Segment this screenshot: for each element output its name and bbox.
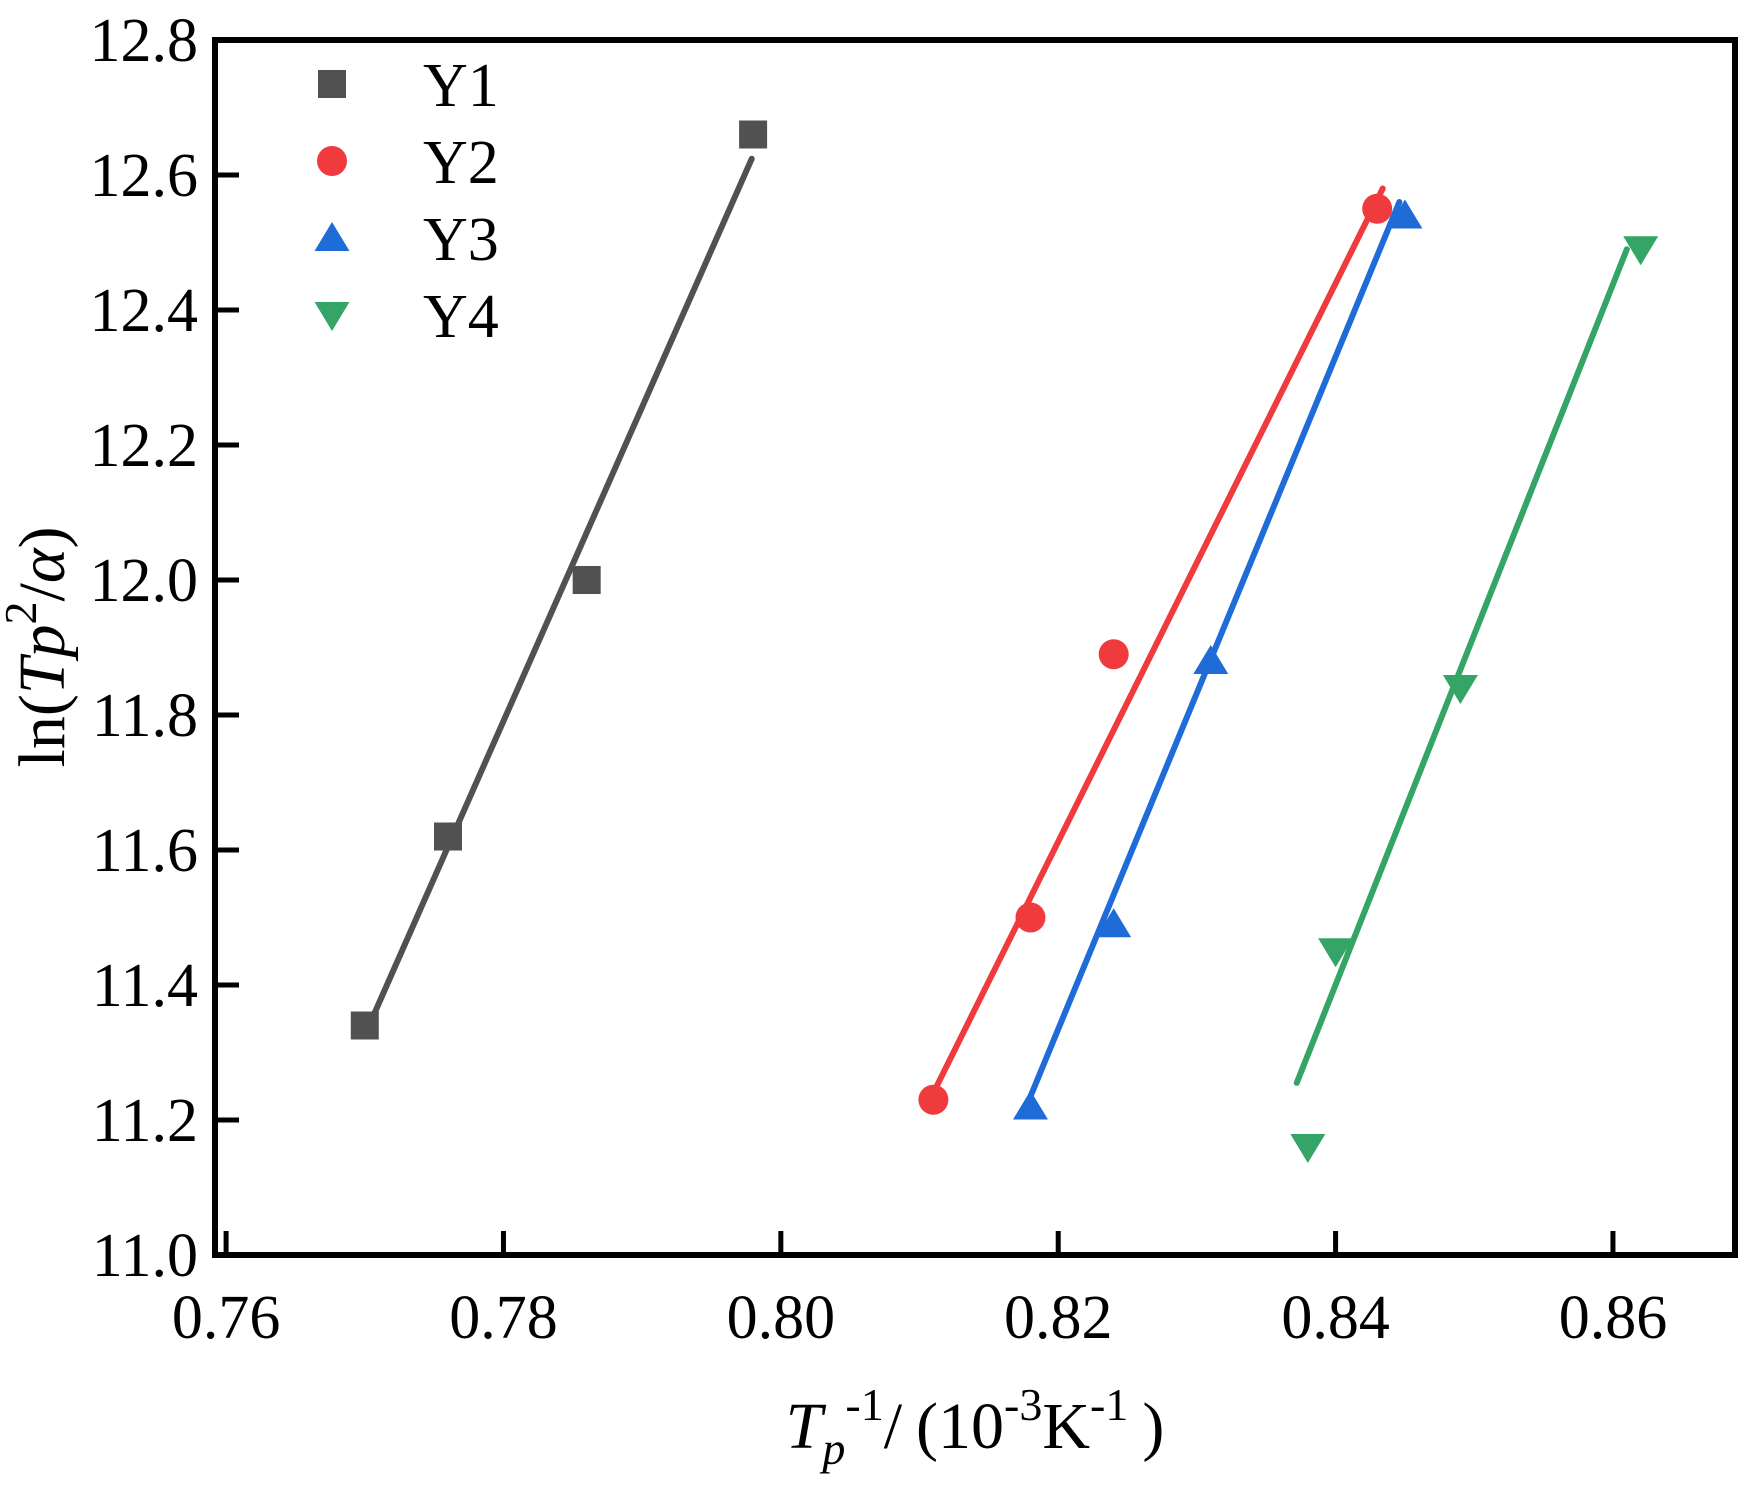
y-tick-label: 11.0 (92, 1222, 198, 1290)
legend-label-Y3: Y3 (423, 206, 499, 274)
x-tick-label: 0.78 (449, 1284, 558, 1352)
data-point-Y1-2 (433, 822, 462, 851)
legend-label-Y2: Y2 (423, 129, 499, 197)
y-tick-label: 11.8 (92, 682, 198, 750)
data-point-Y3-2 (1096, 908, 1132, 938)
y-tick-label: 12.0 (90, 547, 199, 615)
data-point-Y2-4 (1362, 193, 1393, 224)
y-tick-label: 11.4 (92, 952, 198, 1020)
data-point-Y3-4 (1387, 199, 1423, 229)
data-point-Y4-3 (1442, 675, 1478, 704)
data-point-Y1-3 (572, 566, 601, 594)
data-point-Y4-1 (1290, 1134, 1326, 1163)
y-tick-label: 12.8 (90, 7, 199, 75)
fit-line-Y1 (364, 155, 755, 1032)
x-tick-label: 0.86 (1559, 1284, 1668, 1352)
x-tick-label: 0.84 (1281, 1284, 1390, 1352)
fit-line-Y4 (1293, 246, 1630, 1086)
plot-border (212, 37, 1738, 1258)
data-point-Y4-4 (1623, 236, 1659, 266)
data-point-Y2-1 (918, 1084, 949, 1115)
legend-marker-Y2 (317, 146, 347, 176)
legend-marker-Y3 (314, 222, 350, 251)
data-point-Y1-4 (739, 120, 768, 149)
y-axis-title: ln(Tp2/α) (0, 526, 79, 767)
data-point-Y4-2 (1318, 938, 1354, 968)
x-tick-label: 0.80 (727, 1284, 836, 1352)
data-point-Y2-2 (1015, 902, 1046, 933)
y-tick-label: 12.2 (90, 412, 199, 480)
y-tick-label: 11.2 (92, 1087, 198, 1155)
data-point-Y2-3 (1098, 639, 1129, 670)
x-tick-label: 0.76 (172, 1284, 281, 1352)
legend-label-Y1: Y1 (423, 52, 499, 120)
x-tick-label: 0.82 (1004, 1284, 1113, 1352)
data-point-Y1-1 (350, 1011, 379, 1040)
y-tick-label: 12.4 (90, 277, 199, 345)
legend-label-Y4: Y4 (423, 283, 499, 351)
data-point-Y3-1 (1012, 1090, 1048, 1120)
x-axis-title: Tp-1/(10-3K-1) (786, 1379, 1165, 1474)
fit-line-Y2 (927, 185, 1386, 1102)
y-tick-label: 12.6 (90, 142, 199, 210)
y-tick-label: 11.6 (92, 817, 198, 885)
data-point-Y3-3 (1193, 645, 1229, 674)
legend-marker-Y4 (314, 302, 350, 331)
legend-marker-Y1 (318, 70, 346, 98)
